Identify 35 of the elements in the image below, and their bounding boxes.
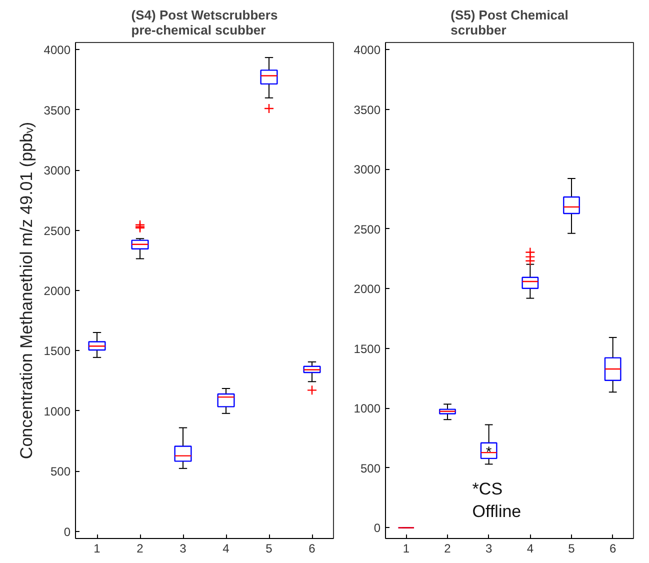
y-tick-label: 2000 <box>44 284 71 298</box>
y-tick-label: 2500 <box>354 222 381 236</box>
x-tick-label: 3 <box>180 542 187 556</box>
x-tick-label: 2 <box>136 542 144 556</box>
x-tick-label: 5 <box>568 542 576 556</box>
y-tick-label: 500 <box>360 461 381 476</box>
y-tick-label: 500 <box>50 464 71 479</box>
y-tick-label: 2000 <box>354 282 381 296</box>
y-tick-label: 3000 <box>354 162 381 177</box>
y-tick-label: 4000 <box>44 43 71 58</box>
y-tick-label: 2500 <box>44 224 71 238</box>
y-tick-label: 3000 <box>44 164 71 178</box>
x-tick-label: 4 <box>222 542 230 556</box>
x-tick-label: 6 <box>609 542 616 556</box>
x-tick-label: 5 <box>266 542 273 556</box>
chart-title: (S4) Post Wetscrubbers pre-chemical scubber <box>131 8 278 38</box>
y-tick-label: 3500 <box>354 102 381 117</box>
y-axis-title: Concentration Methanethiol m/z 49.01 (ppbᵥ) <box>16 122 36 460</box>
y-tick-label: 3500 <box>44 103 71 118</box>
x-tick-label: 4 <box>526 542 534 556</box>
y-tick-label: 1000 <box>44 404 71 418</box>
x-tick-label: 2 <box>444 542 452 556</box>
y-tick-label: 1500 <box>354 342 381 356</box>
y-tick-label: 1500 <box>44 344 71 358</box>
y-tick-label: 1000 <box>354 402 381 416</box>
y-tick-label: 0 <box>64 524 71 539</box>
chart-title: (S5) Post Chemical scrubber <box>450 8 568 38</box>
x-tick-label: 3 <box>485 542 492 556</box>
x-tick-label: 1 <box>94 542 101 556</box>
x-tick-label: 1 <box>402 542 410 556</box>
annotation: * <box>486 444 492 462</box>
y-tick-label: 4000 <box>354 43 381 58</box>
y-tick-label: 0 <box>374 521 381 536</box>
x-tick-label: 6 <box>308 542 316 556</box>
annotation: *CS Offline <box>472 479 522 522</box>
